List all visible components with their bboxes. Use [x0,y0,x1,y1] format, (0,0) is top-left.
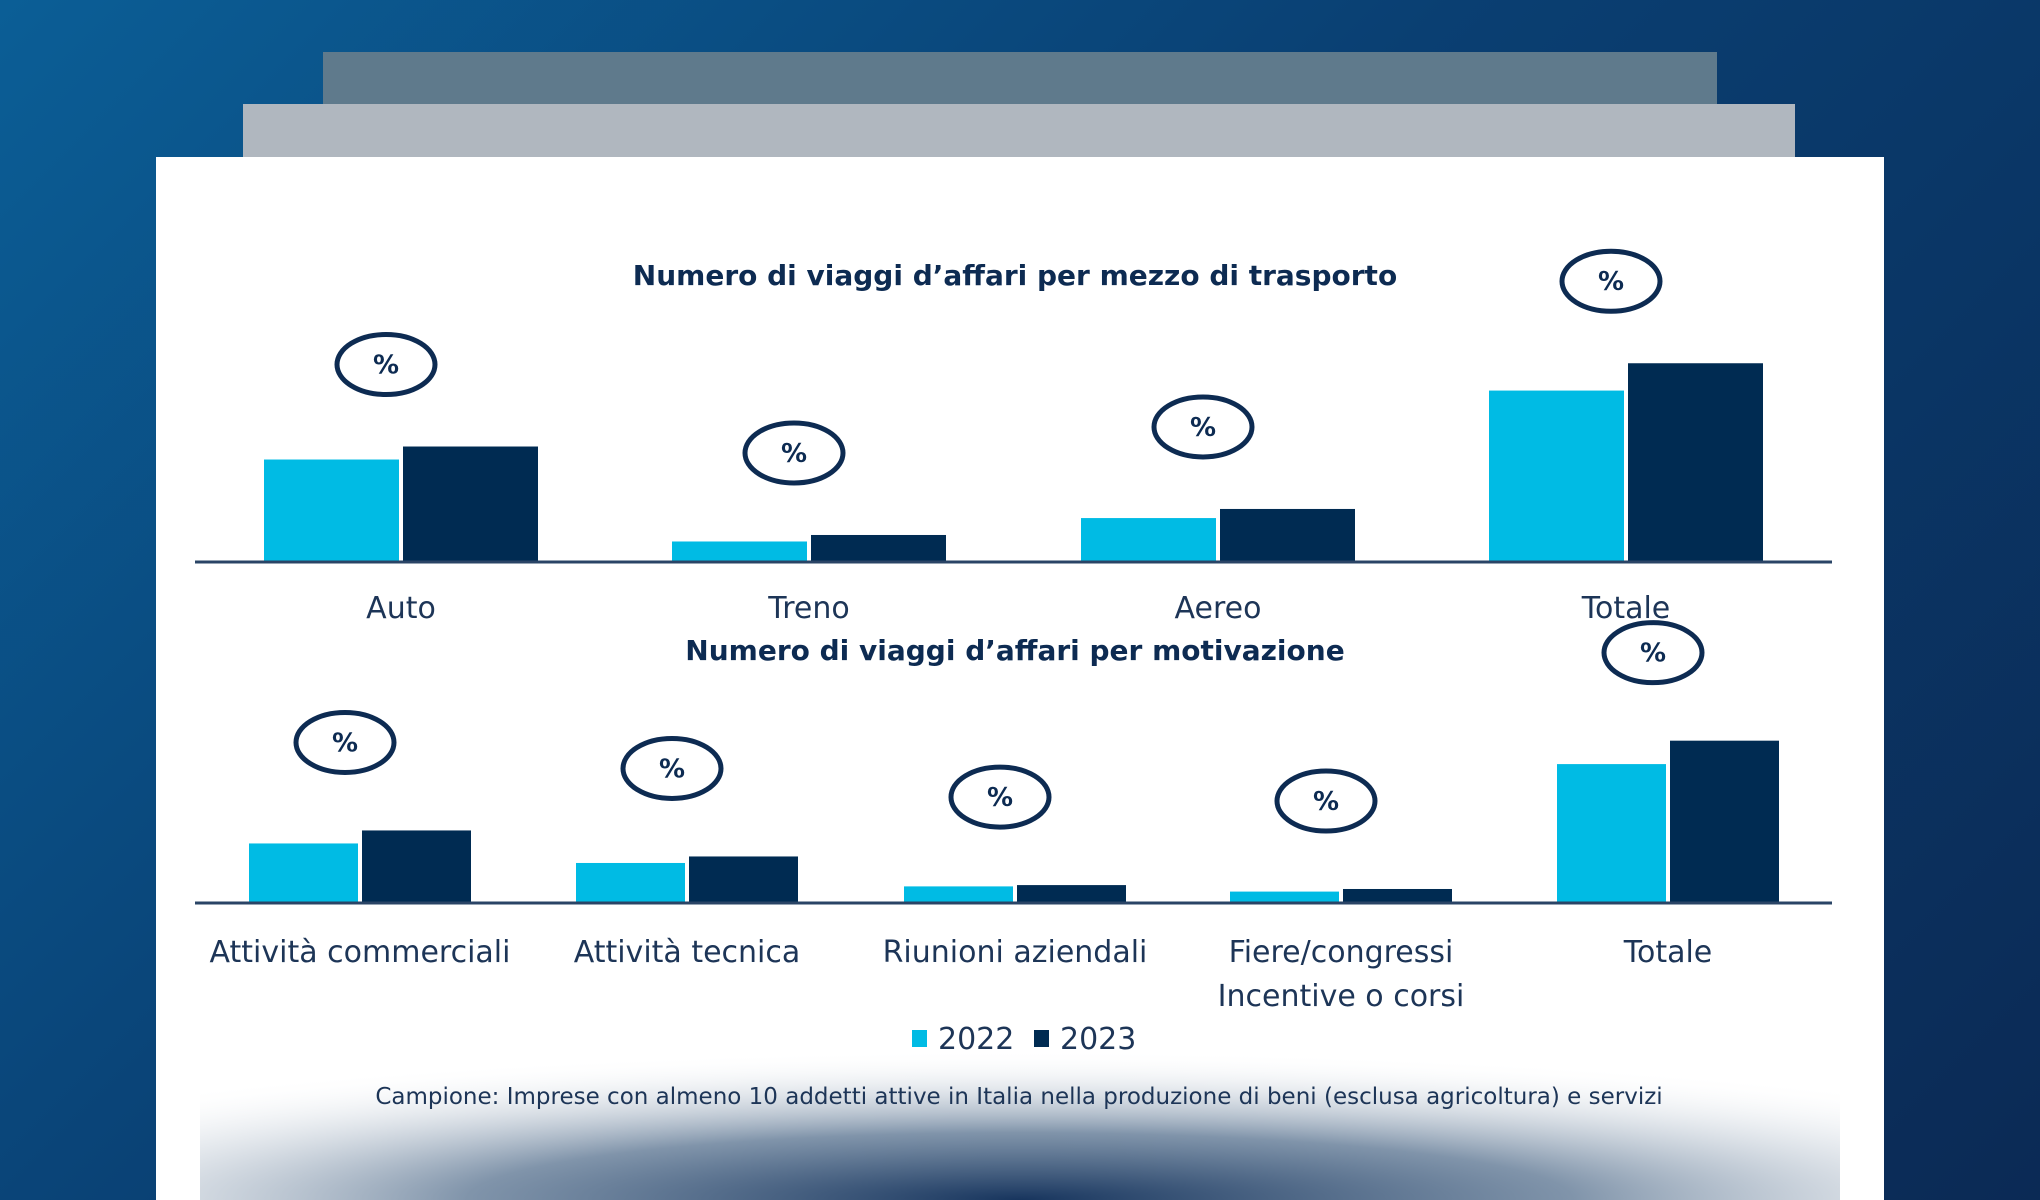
percent-bubble [293,709,397,775]
percent-label: % [1640,639,1666,669]
bar-2023 [1017,885,1126,902]
percent-label: % [781,439,807,469]
category-label: Fiere/congressi [1229,935,1454,970]
back-sheet-2 [243,104,1795,164]
legend-label-2023: 2023 [1060,1022,1136,1057]
bar-2023 [1670,740,1779,902]
bar-2023 [689,856,798,902]
bar-2023 [1220,508,1355,561]
percent-label: % [373,351,399,381]
percent-bubble [1559,248,1663,314]
percent-bubble [1601,620,1705,686]
percent-bubble [620,735,724,801]
chart-motivation: % Attività commerciali% Attività tecnica% R… [195,620,1832,1014]
percent-label: % [987,783,1013,813]
category-label: Incentive o corsi [1218,979,1465,1014]
percent-bubble [334,332,438,398]
legend-swatch-2022 [912,1030,927,1047]
percent-bubble [742,420,846,486]
percent-label: % [1190,413,1216,443]
percent-label: % [1598,267,1624,297]
bar-2023 [1628,363,1763,561]
legend-swatch-2023 [1034,1030,1049,1047]
bar-2022 [1489,390,1624,561]
category-label: Attività tecnica [574,935,801,970]
bottom-fog [200,1000,1840,1200]
footnote: Campione: Imprese con almeno 10 addetti … [375,1084,1662,1110]
bar-2022 [1230,891,1339,902]
bar-2022 [1081,518,1216,561]
category-label: Aereo [1175,591,1262,626]
bar-2022 [264,459,399,561]
chart-transport: % Auto% Treno% Aereo% Totale [195,248,1832,626]
percent-label: % [1313,787,1339,817]
category-label: Treno [767,591,849,626]
bar-2022 [249,843,358,902]
chart2-title: Numero di viaggi d’affari per motivazion… [685,634,1344,667]
bar-2022 [576,862,685,902]
percent-label: % [659,754,685,784]
bar-2023 [362,830,471,902]
category-label: Totale [1581,591,1671,626]
bar-2023 [403,446,538,561]
legend-label-2022: 2022 [938,1022,1014,1057]
category-label: Auto [366,591,436,626]
back-sheet-1 [323,52,1717,112]
category-label: Totale [1623,935,1713,970]
category-label: Riunioni aziendali [883,935,1148,970]
chart1-title: Numero di viaggi d’affari per mezzo di t… [633,259,1397,292]
percent-bubble [1274,768,1378,834]
bar-2022 [904,886,1013,902]
percent-label: % [332,728,358,758]
percent-bubble [1151,394,1255,460]
bar-2022 [672,541,807,561]
bar-2022 [1557,764,1666,902]
bar-2023 [1343,888,1452,902]
percent-bubble [948,764,1052,830]
bar-2023 [811,534,946,561]
legend: 2022 2023 [912,1022,1136,1057]
category-label: Attività commerciali [210,935,511,970]
